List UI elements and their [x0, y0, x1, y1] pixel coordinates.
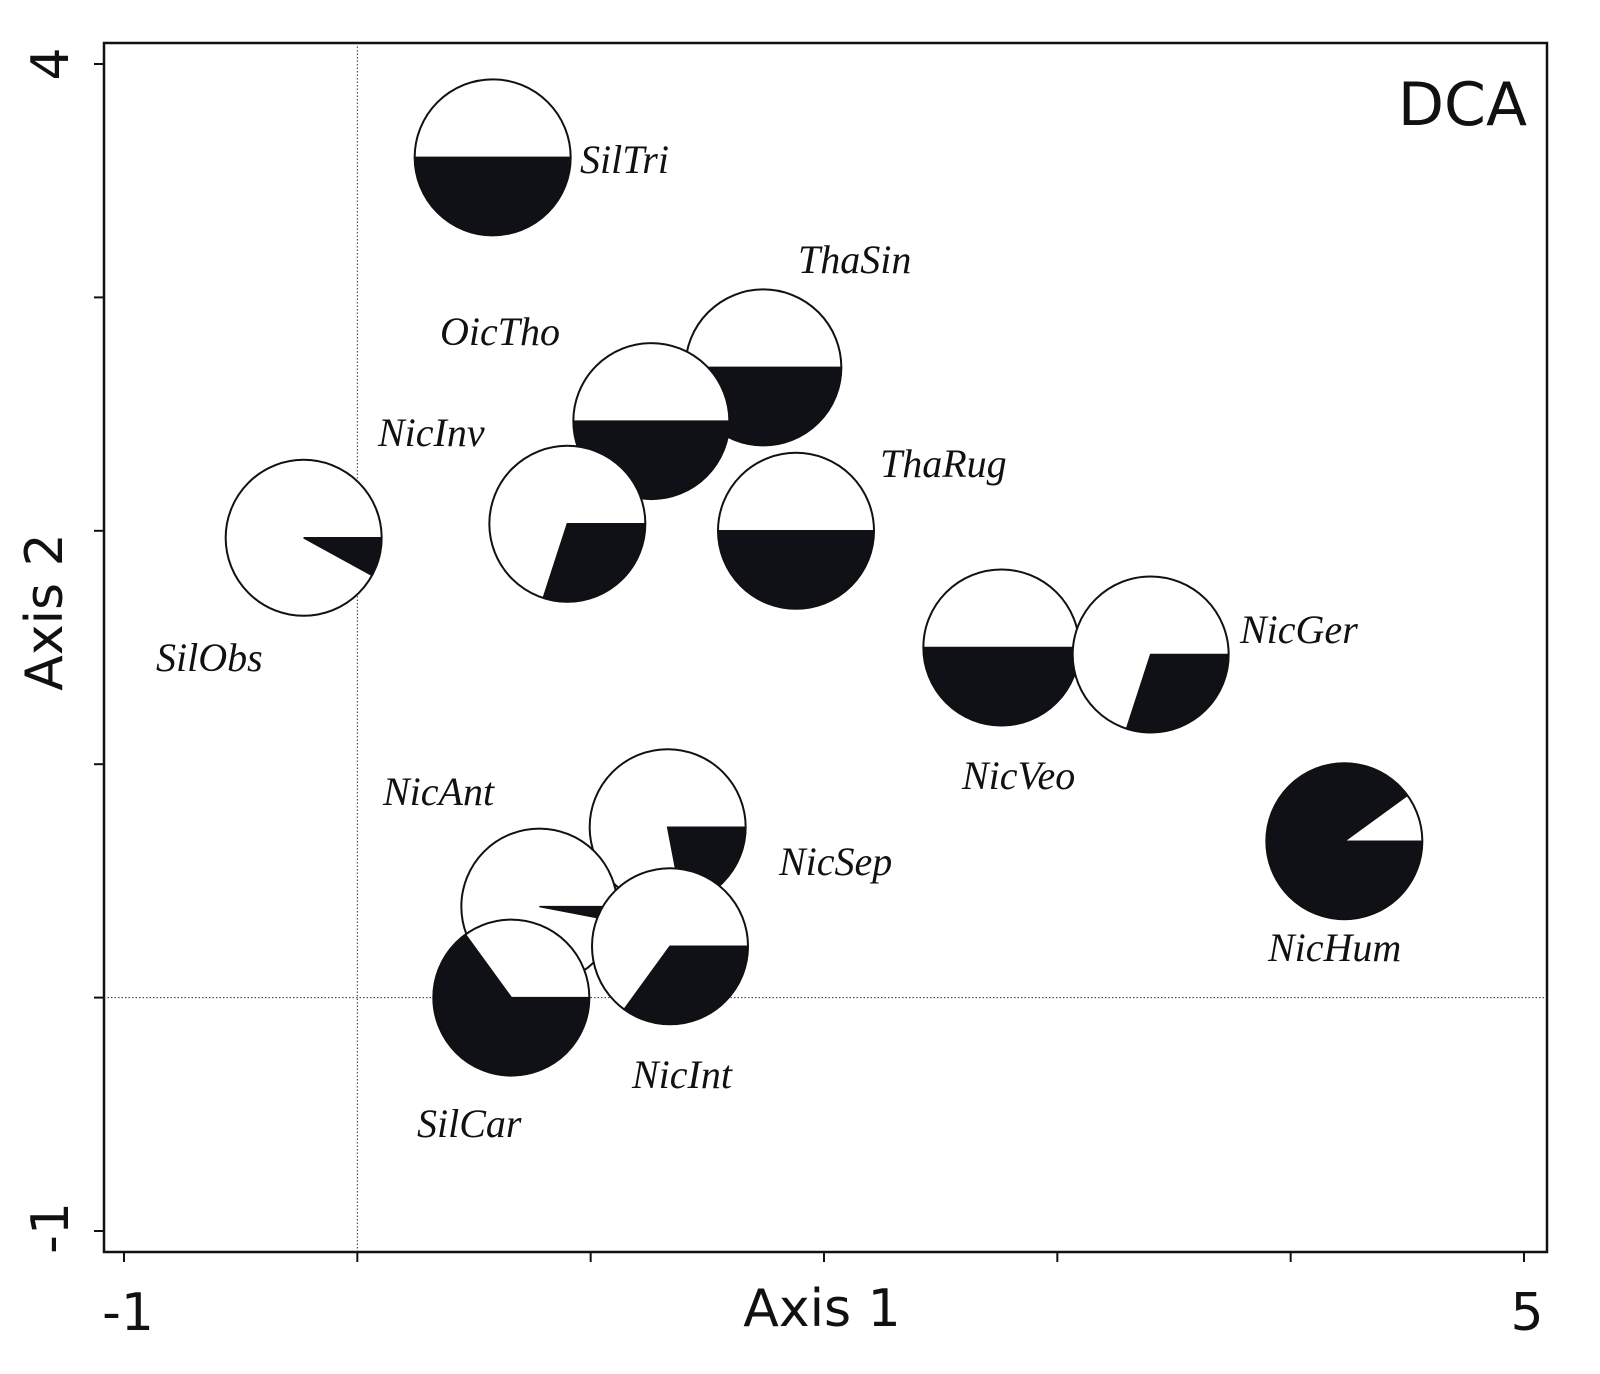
pie-outline: [413, 78, 572, 237]
species-labels: SilTri ThaSin OicTho NicInv ThaRug SilObs NicV…: [156, 137, 1401, 1146]
pie-marker-silcar: [432, 918, 591, 1077]
x-axis-title: Axis 1: [743, 1279, 901, 1339]
x-tick-label-min: -1: [102, 1283, 154, 1343]
pie-marker-silobs: [224, 458, 383, 617]
pie-outline: [224, 458, 383, 617]
pie-outline: [432, 918, 591, 1077]
pie-marker-siltri: [413, 78, 572, 237]
chart-title: DCA: [1398, 70, 1527, 140]
species-label-nicsep: NicSep: [778, 839, 892, 884]
pie-markers: [224, 78, 1424, 1077]
species-label-tharug: ThaRug: [880, 441, 1007, 486]
pie-outline: [488, 444, 647, 603]
species-label-silcar: SilCar: [417, 1101, 522, 1146]
species-label-silobs: SilObs: [156, 635, 263, 680]
x-tick-label-max: 5: [1510, 1283, 1543, 1343]
pie-outline: [1071, 575, 1230, 734]
pie-outline: [1265, 762, 1424, 921]
species-label-oictho: OicTho: [440, 309, 560, 354]
pie-filled-slice: [413, 156, 572, 237]
species-label-nicger: NicGer: [1239, 607, 1358, 652]
pie-marker-tharug: [717, 451, 875, 610]
pie-marker-nicger: [1071, 575, 1230, 734]
species-label-nicint: NicInt: [631, 1052, 733, 1097]
pie-outline: [591, 867, 749, 1026]
pie-marker-nicveo: [922, 568, 1081, 727]
y-tick-label-min: -1: [21, 1202, 81, 1254]
pie-filled-slice: [922, 646, 1081, 726]
axis-ticks: [94, 63, 1525, 1262]
y-axis-title: Axis 2: [15, 533, 75, 691]
pie-outline: [717, 451, 875, 610]
pie-marker-nicint: [591, 867, 749, 1026]
origin-reference-lines: [104, 43, 1547, 1252]
pie-marker-nichum: [1265, 762, 1424, 921]
species-label-siltri: SilTri: [580, 137, 669, 182]
pie-marker-nicinv: [488, 444, 647, 603]
species-label-nicant: NicAnt: [382, 769, 495, 814]
plot-frame: [102, 41, 1549, 1254]
pie-outline: [572, 342, 731, 501]
species-label-nichum: NicHum: [1267, 925, 1401, 970]
species-label-nicveo: NicVeo: [961, 753, 1075, 798]
species-label-nicinv: NicInv: [377, 410, 485, 455]
y-tick-label-max: 4: [21, 47, 81, 80]
pie-filled-slice: [717, 530, 875, 610]
species-label-thasin: ThaSin: [798, 237, 911, 282]
